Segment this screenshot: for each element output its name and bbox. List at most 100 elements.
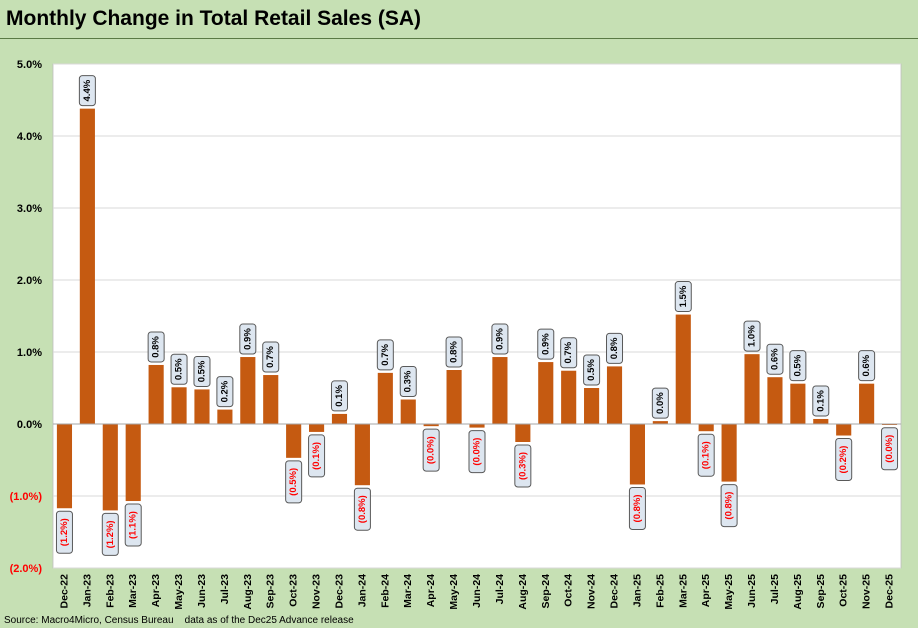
data-label-box (262, 341, 280, 373)
data-label: 0.6% (769, 348, 780, 370)
bar (400, 399, 416, 424)
data-label-box (216, 376, 234, 408)
data-label-box (124, 503, 142, 547)
data-label-box (147, 331, 165, 363)
data-label-box (193, 355, 211, 387)
x-tick-label: Nov-25 (861, 574, 873, 609)
bar (102, 424, 118, 511)
data-label: 0.3% (403, 370, 414, 392)
bar (606, 366, 623, 424)
data-label: (1.2%) (105, 520, 116, 548)
data-label: 0.9% (540, 333, 551, 355)
data-label-box (170, 353, 188, 385)
data-label-box (239, 323, 257, 355)
bar (492, 357, 508, 424)
bar-chart: 5.0% 4.0% 3.0% 2.0% 1.0% 0.0% (1.0%) (2.0%) (1.2… (10, 59, 902, 610)
bar (744, 354, 760, 424)
x-tick-label: Mar-23 (127, 574, 139, 608)
data-label-box (881, 427, 899, 471)
data-label-box (285, 460, 303, 504)
data-label: (0.8%) (357, 495, 368, 523)
x-tick-label: Jun-25 (746, 574, 758, 608)
data-label-box (468, 430, 486, 474)
x-tick-label: May-25 (723, 574, 735, 610)
x-tick-label: Sep-23 (265, 574, 277, 609)
y-tick-label: 0.0% (17, 419, 42, 431)
bar (469, 424, 485, 428)
x-tick-label: Dec-24 (609, 574, 621, 609)
x-tick-label: Dec-25 (884, 574, 896, 609)
data-label-box (606, 332, 624, 364)
bar (423, 424, 439, 427)
y-tick-label: (1.0%) (10, 491, 43, 503)
data-label: (0.1%) (701, 441, 712, 469)
x-tick-label: Feb-24 (379, 574, 391, 608)
y-tick-label: 3.0% (17, 203, 42, 215)
bar (790, 383, 806, 424)
data-label-box (560, 337, 578, 369)
chart-area: 5.0% 4.0% 3.0% 2.0% 1.0% 0.0% (1.0%) (2.0%) (1.2… (0, 42, 918, 614)
x-tick-label: Feb-25 (654, 574, 666, 608)
bar (584, 388, 600, 424)
chart-title: Monthly Change in Total Retail Sales (SA… (6, 7, 421, 30)
data-label: (0.8%) (632, 494, 643, 522)
bar (171, 387, 187, 424)
x-tick-label: Jan-24 (356, 574, 368, 607)
x-tick-label: Apr-23 (150, 574, 162, 607)
x-tick-label: May-23 (173, 574, 185, 610)
bar (125, 424, 141, 502)
data-label: 0.7% (265, 346, 276, 368)
data-label: 0.7% (380, 344, 391, 366)
data-label-box (743, 320, 761, 352)
data-label-box (353, 487, 371, 531)
x-tick-label: Nov-23 (311, 574, 323, 609)
data-label-box (514, 444, 532, 488)
data-label: 0.7% (563, 341, 574, 363)
x-tick-label: Sep-25 (815, 574, 827, 609)
bar (767, 377, 783, 424)
data-label: (1.1%) (128, 511, 139, 539)
bar (331, 413, 348, 424)
data-label-box (766, 343, 784, 375)
data-label-box (697, 433, 715, 477)
x-tick-label: Jun-23 (196, 574, 208, 608)
data-label-box (445, 336, 463, 368)
bar (377, 372, 393, 424)
x-tick-label: Aug-24 (517, 574, 529, 610)
bar (354, 424, 370, 486)
bar (309, 424, 325, 432)
data-label: 0.2% (219, 380, 230, 402)
x-tick-label: Jul-23 (219, 574, 231, 605)
y-tick-label: (2.0%) (10, 563, 43, 575)
x-tick-label: Dec-23 (333, 574, 345, 609)
data-label: 1.0% (747, 325, 758, 347)
x-tick-label: Apr-24 (425, 574, 437, 607)
data-label: (0.5%) (288, 468, 299, 496)
data-label: 0.5% (196, 360, 207, 382)
data-label: 4.4% (82, 79, 93, 101)
data-label: 0.8% (609, 337, 620, 359)
data-label: 0.8% (449, 341, 460, 363)
bar (240, 357, 256, 424)
data-label: 0.6% (861, 354, 872, 376)
data-label-box (720, 484, 738, 528)
title-bar: Monthly Change in Total Retail Sales (SA… (0, 0, 918, 39)
bar (217, 409, 233, 424)
data-label: 0.8% (151, 336, 162, 358)
bar (836, 424, 852, 436)
y-tick-label: 4.0% (17, 131, 42, 143)
x-tick-label: Jul-24 (494, 574, 506, 605)
x-tick-label: Feb-23 (104, 574, 116, 608)
data-label-box (399, 366, 417, 398)
data-label: (1.2%) (59, 518, 70, 546)
source-note: Source: Macro4Micro, Census Bureau data … (4, 615, 354, 626)
data-label: 0.9% (494, 328, 505, 350)
x-tick-label: Dec-22 (58, 574, 70, 609)
x-tick-label: Jun-24 (471, 574, 483, 608)
data-label-box (537, 328, 555, 360)
x-tick-label: May-24 (448, 574, 460, 610)
x-tick-label: Oct-25 (838, 574, 850, 607)
bar (194, 389, 210, 424)
bar (148, 364, 164, 424)
plot-area (52, 63, 902, 569)
